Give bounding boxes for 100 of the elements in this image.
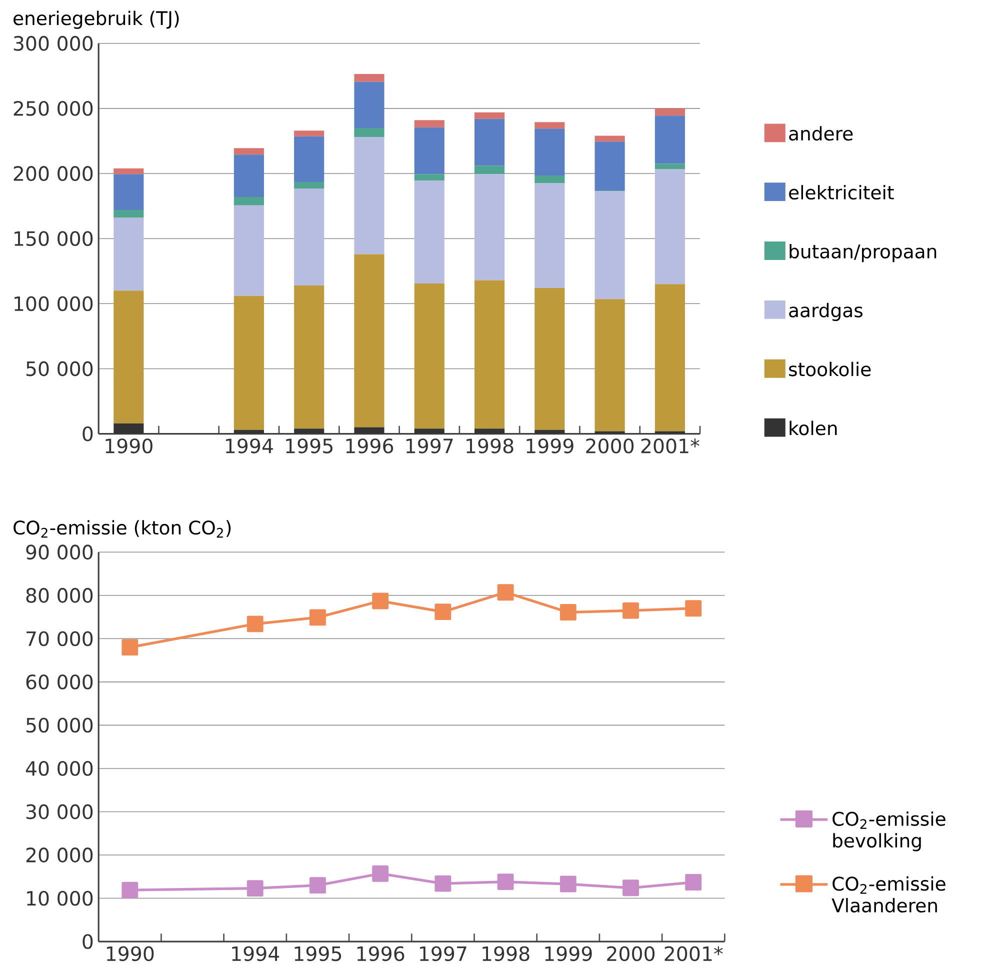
point	[246, 880, 264, 896]
bar	[594, 142, 625, 190]
point	[685, 600, 702, 617]
x-tick-label: 1998	[466, 438, 514, 454]
y-tick-label: 250 000	[14, 100, 93, 116]
bar	[534, 128, 565, 176]
bar	[474, 112, 505, 119]
bar	[414, 120, 444, 128]
x-tick-label: 1995	[286, 438, 332, 454]
x-tick-label: 1997	[420, 946, 466, 962]
bar	[414, 127, 444, 174]
bar	[654, 284, 685, 432]
x-tick-label: 2001*	[664, 946, 723, 962]
y-tick-label: 200 000	[14, 166, 93, 181]
legend-label: andere	[789, 126, 853, 141]
bar	[474, 428, 505, 434]
y-tick-label: 40 000	[26, 760, 93, 776]
point	[434, 604, 452, 620]
point	[560, 876, 576, 892]
x-tick-label: 1996	[346, 438, 394, 454]
x-tick-label: 1990	[106, 438, 152, 454]
point	[122, 882, 138, 898]
bar	[414, 174, 444, 181]
bar	[654, 431, 685, 434]
y-tick-label: 50 000	[26, 718, 93, 733]
y-tick-label: 80 000	[26, 588, 93, 603]
bar	[474, 166, 505, 174]
bar	[534, 122, 565, 129]
bar	[234, 196, 264, 206]
bar	[354, 137, 384, 254]
x-tick-label: 1996	[357, 946, 404, 962]
bar	[414, 428, 444, 434]
bar	[234, 205, 264, 296]
bar	[354, 82, 384, 128]
point	[372, 592, 389, 610]
x-tick-label: 1994	[226, 438, 273, 454]
bar	[114, 210, 144, 218]
point	[246, 616, 264, 632]
y-tick-label: 150 000	[14, 231, 93, 246]
bar	[654, 108, 685, 116]
point	[622, 880, 639, 896]
bar	[354, 128, 384, 138]
legend-label: stookolie	[789, 362, 871, 376]
legend-label: aardgas	[789, 302, 862, 321]
point	[122, 639, 138, 656]
point	[310, 877, 326, 894]
bar	[534, 430, 565, 434]
bar	[294, 188, 324, 286]
x-tick-label: 2000	[586, 438, 634, 454]
bar	[594, 431, 625, 434]
y-axis-title: eneriegebruik (TJ)	[14, 10, 179, 29]
y-tick-label: 100 000	[14, 296, 93, 312]
bar	[594, 191, 625, 300]
point	[622, 602, 639, 619]
y-tick-label: 50 000	[26, 361, 93, 376]
bar	[234, 296, 264, 430]
bar	[534, 183, 565, 288]
legend-label: kolen	[790, 420, 837, 436]
bar	[654, 116, 685, 164]
y-tick-label: 70 000	[26, 631, 93, 646]
bar	[654, 168, 685, 284]
bar	[294, 182, 324, 188]
x-tick-label: 1995	[294, 946, 342, 962]
bar	[114, 218, 144, 291]
y-tick-label: 10 000	[27, 890, 93, 906]
legend-label: butaan/propaan	[790, 244, 936, 262]
point	[497, 584, 514, 600]
y-axis-title: CO$_{2}$-emissie (kton CO$_{2}$)	[14, 520, 231, 538]
bar	[294, 428, 324, 434]
bar	[234, 148, 264, 155]
bar	[594, 136, 625, 142]
bar	[114, 174, 144, 210]
point	[372, 865, 389, 882]
legend-label: CO$_{2}$-emissie bevolking	[832, 811, 946, 852]
x-tick-label: 2001*	[641, 438, 700, 454]
point	[310, 609, 326, 626]
bar	[594, 299, 625, 432]
bar	[234, 430, 264, 434]
bar	[294, 285, 324, 429]
bar	[654, 164, 685, 169]
bar	[474, 280, 505, 429]
bar	[114, 168, 144, 174]
bar	[354, 254, 384, 428]
legend-label: CO$_{2}$-emissie Vlaanderen	[832, 876, 946, 912]
bar	[474, 174, 505, 280]
bar	[114, 423, 144, 434]
y-tick-label: 90 000	[26, 544, 93, 560]
point	[685, 874, 702, 890]
bar	[414, 283, 444, 429]
y-tick-label: 60 000	[26, 674, 93, 690]
x-tick-label: 1999	[545, 946, 592, 962]
y-tick-label: 30 000	[26, 804, 93, 820]
bar	[474, 118, 505, 166]
x-tick-label: 2000	[607, 946, 655, 962]
point	[434, 875, 452, 892]
y-tick-label: 300 000	[14, 36, 93, 51]
bar	[294, 130, 324, 136]
y-tick-label: 0	[82, 426, 93, 442]
x-tick-label: 1998	[482, 946, 530, 962]
bar	[534, 175, 565, 184]
